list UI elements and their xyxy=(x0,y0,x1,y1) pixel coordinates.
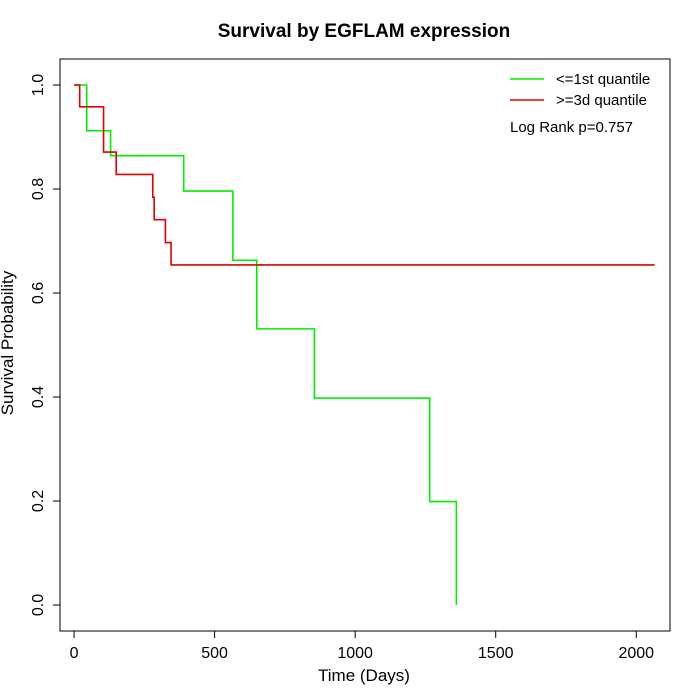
y-axis-label: Survival Probability xyxy=(0,270,17,415)
survival-curve-low xyxy=(74,84,458,605)
x-tick-label: 2000 xyxy=(618,645,654,662)
y-tick-label: 0.6 xyxy=(30,282,47,304)
y-tick-label: 0.4 xyxy=(30,386,47,408)
survival-curve-high xyxy=(74,84,655,266)
y-tick-label: 1.0 xyxy=(30,74,47,96)
x-tick-label: 0 xyxy=(70,645,79,662)
plot-frame xyxy=(59,58,671,632)
chart-title: Survival by EGFLAM expression xyxy=(218,21,510,42)
x-tick-label: 1500 xyxy=(478,645,514,662)
y-tick-label: 0.0 xyxy=(30,594,47,616)
x-axis-label: Time (Days) xyxy=(318,666,410,685)
log-rank-annotation: Log Rank p=0.757 xyxy=(510,119,633,136)
series-layer xyxy=(74,84,655,605)
y-tick-label: 0.8 xyxy=(30,178,47,200)
x-tick-label: 1000 xyxy=(337,645,373,662)
y-axis: 0.0 0.2 0.4 0.6 0.8 1.0 xyxy=(30,74,61,616)
legend: <=1st quantile >=3d quantile xyxy=(510,71,650,109)
x-tick-label: 500 xyxy=(201,645,228,662)
y-tick-label: 0.2 xyxy=(30,490,47,512)
x-axis: 0 500 1000 1500 2000 xyxy=(70,630,654,662)
legend-label-low: <=1st quantile xyxy=(556,71,650,88)
legend-label-high: >=3d quantile xyxy=(556,92,647,109)
